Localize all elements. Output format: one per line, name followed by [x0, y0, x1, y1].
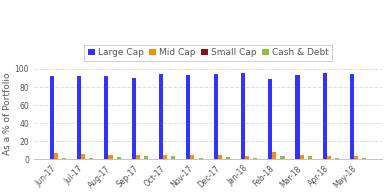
Bar	[54, 153, 58, 159]
Bar	[81, 154, 85, 159]
Bar	[186, 75, 190, 159]
Bar	[163, 155, 167, 159]
Bar	[50, 76, 54, 159]
Bar	[199, 158, 203, 159]
Bar	[335, 158, 339, 159]
Bar	[241, 74, 245, 159]
Bar	[272, 152, 276, 159]
Bar	[350, 74, 354, 159]
Bar	[62, 158, 66, 159]
Bar	[280, 157, 285, 159]
Bar	[104, 76, 109, 159]
Bar	[300, 155, 304, 159]
Bar	[253, 158, 257, 159]
Bar	[308, 157, 312, 159]
Bar	[136, 155, 140, 159]
Bar	[362, 158, 367, 159]
Bar	[245, 156, 249, 159]
Bar	[109, 155, 112, 159]
Bar	[214, 74, 218, 159]
Bar	[327, 156, 331, 159]
Legend: Large Cap, Mid Cap, Small Cap, Cash & Debt: Large Cap, Mid Cap, Small Cap, Cash & De…	[84, 45, 332, 61]
Bar	[159, 74, 163, 159]
Bar	[354, 156, 358, 159]
Bar	[117, 157, 121, 159]
Bar	[171, 156, 175, 159]
Bar	[190, 155, 194, 159]
Bar	[323, 74, 327, 159]
Bar	[89, 158, 94, 159]
Bar	[77, 76, 81, 159]
Bar	[218, 155, 222, 159]
Bar	[268, 79, 272, 159]
Y-axis label: As a % of Portfolio: As a % of Portfolio	[3, 73, 12, 155]
Bar	[132, 78, 136, 159]
Bar	[295, 75, 300, 159]
Bar	[144, 156, 148, 159]
Bar	[226, 157, 230, 159]
